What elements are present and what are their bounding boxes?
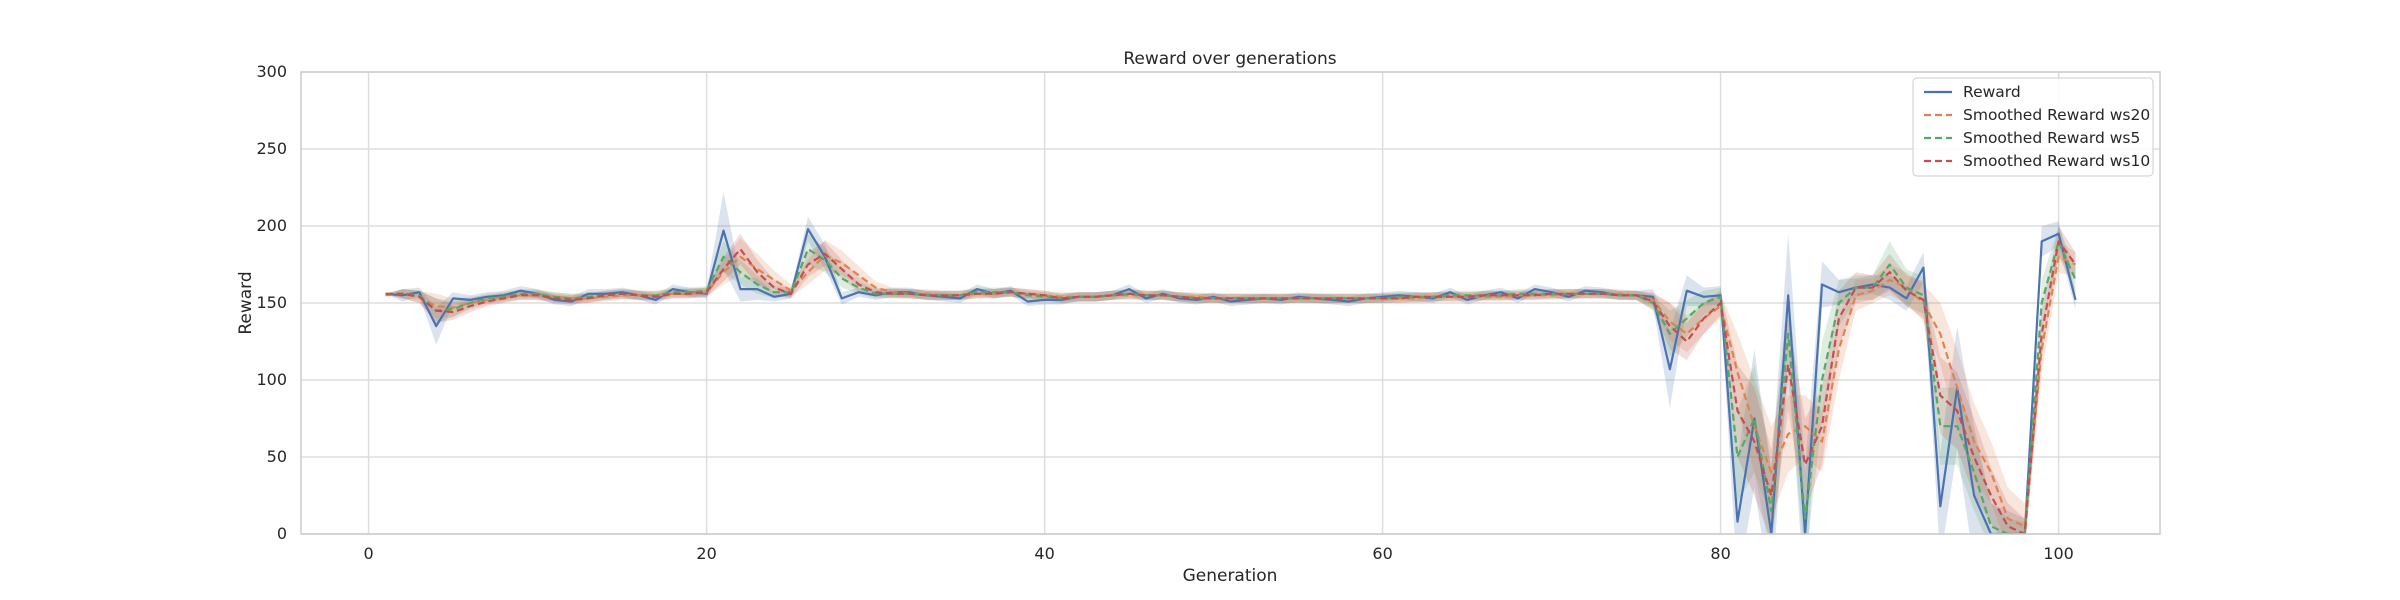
plot-frame	[300, 71, 2161, 535]
legend-label: Reward	[1963, 83, 2021, 101]
x-tick-label: 60	[1372, 544, 1392, 563]
x-axis-label: Generation	[1183, 566, 1278, 586]
series-line-4	[385, 240, 2077, 534]
y-tick-label: 0	[277, 524, 287, 543]
y-tick-label: 50	[267, 447, 287, 466]
legend-label: Smoothed Reward ws5	[1963, 129, 2140, 147]
x-tick-label: 0	[364, 544, 374, 563]
y-axis-label: Reward	[236, 271, 256, 334]
x-tick-labels: 0 20 40 60 80 100	[364, 544, 2074, 563]
legend-box	[1912, 77, 2154, 177]
y-tick-label: 150	[256, 293, 287, 312]
y-tick-label: 300	[256, 62, 287, 81]
legend-label: Smoothed Reward ws20	[1963, 106, 2150, 124]
y-tick-labels: 0 50 100 150 200 250 300	[256, 62, 287, 543]
y-tick-label: 250	[256, 139, 287, 158]
x-tick-label: 40	[1034, 544, 1054, 563]
x-tick-label: 20	[696, 544, 716, 563]
y-tick-label: 100	[256, 370, 287, 389]
legend: Reward Smoothed Reward ws20 Smoothed Rewar…	[1912, 77, 2154, 177]
y-tick-label: 200	[256, 216, 287, 235]
x-tick-label: 100	[2043, 544, 2074, 563]
legend-label: Smoothed Reward ws10	[1963, 152, 2150, 170]
chart-title: Reward over generations	[1123, 49, 1336, 69]
series-lines	[385, 228, 2077, 534]
x-tick-label: 80	[1710, 544, 1730, 563]
